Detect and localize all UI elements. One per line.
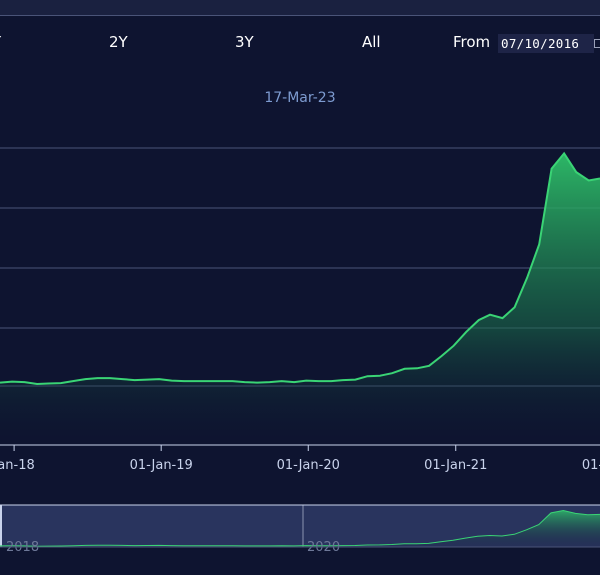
calendar-icon[interactable] bbox=[594, 39, 600, 48]
navigator-top-strip bbox=[0, 0, 600, 16]
range-button-3y[interactable]: 3Y bbox=[235, 33, 254, 51]
series-line bbox=[0, 151, 600, 386]
navigator-area bbox=[0, 510, 600, 547]
x-tick-label: Jan-18 bbox=[0, 458, 35, 473]
x-tick-label: 01-Jan bbox=[582, 458, 600, 473]
from-label: From bbox=[453, 33, 491, 51]
series-area bbox=[0, 153, 600, 445]
navigator-left-handle bbox=[0, 505, 2, 547]
range-button-all[interactable]: All bbox=[362, 33, 381, 51]
range-button-2y[interactable]: 2Y bbox=[109, 33, 128, 51]
x-tick-label: 01-Jan-19 bbox=[130, 458, 193, 473]
x-axis-ticks: Jan-18 01-Jan-19 01-Jan-20 01-Jan-21 01-Jan bbox=[0, 445, 600, 473]
from-date-input[interactable] bbox=[498, 34, 594, 53]
x-tick-label: 01-Jan-21 bbox=[424, 458, 487, 473]
range-button-1y[interactable]: Y bbox=[0, 33, 1, 51]
navigator-line bbox=[0, 509, 600, 547]
x-tick-label: 01-Jan-20 bbox=[277, 458, 340, 473]
hover-date-label: 17-Mar-23 bbox=[264, 90, 336, 106]
